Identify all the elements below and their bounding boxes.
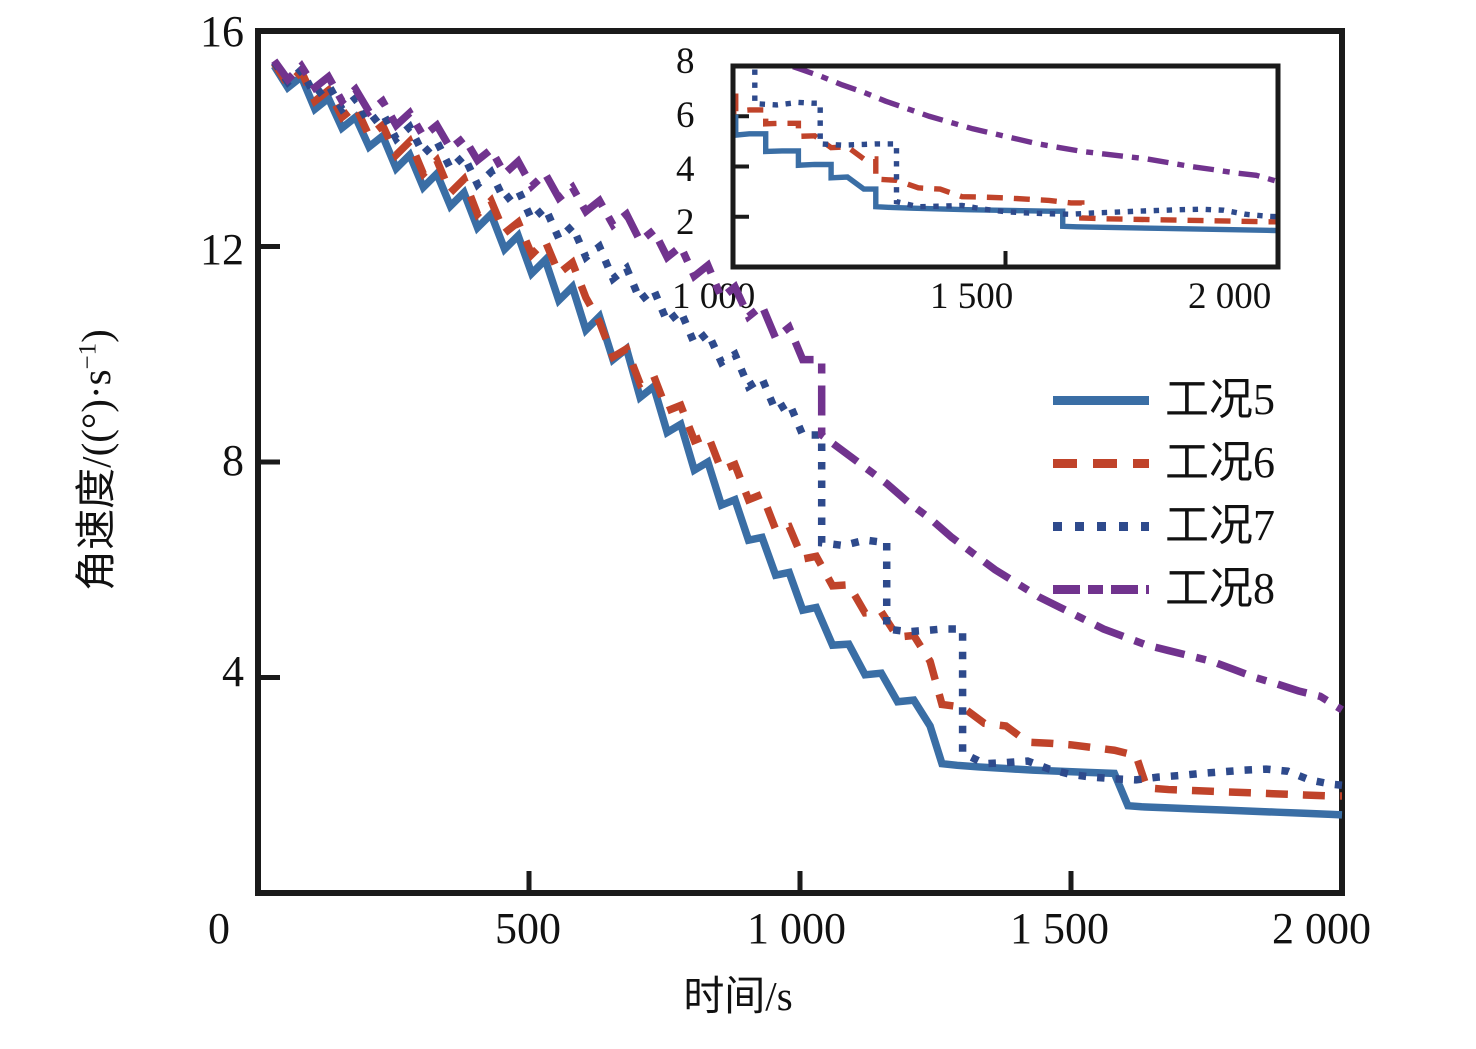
y-tick-8: 8 — [222, 436, 244, 485]
inset-axes-frame — [730, 63, 1281, 270]
inset-y-tick-2: 2 — [676, 202, 695, 243]
legend-entry-3[interactable]: 工况8 — [1053, 561, 1353, 624]
legend-label-2: 工况7 — [1165, 501, 1275, 550]
legend-entry-1[interactable]: 工况6 — [1053, 435, 1353, 498]
legend-entry-0[interactable]: 工况5 — [1053, 372, 1353, 435]
inset-series-group — [735, 68, 1276, 234]
series-line-7 — [271, 60, 1343, 789]
series-line-8 — [271, 58, 1344, 714]
series-line-6 — [271, 61, 1342, 800]
x-tick-1000: 1 000 — [747, 904, 846, 953]
legend-swatch-3 — [1053, 585, 1149, 594]
inset-x-tick-2000: 2 000 — [1188, 276, 1272, 317]
x-tick-1500: 1 500 — [1010, 904, 1109, 953]
y-tick-4: 4 — [222, 647, 244, 696]
inset-y-tick-8: 8 — [676, 41, 695, 82]
legend-swatch-1 — [1053, 459, 1149, 468]
main-series-group — [271, 58, 1344, 819]
legend-entry-2[interactable]: 工况7 — [1053, 498, 1353, 561]
x-tick-2000: 2 000 — [1272, 904, 1371, 953]
legend-label-3: 工况8 — [1165, 564, 1275, 613]
main-axes-frame — [255, 28, 1345, 896]
legend-swatch-0 — [1053, 396, 1149, 405]
legend: 工况5 工况6 工况7 工况8 — [1053, 372, 1353, 624]
y-tick-16: 16 — [200, 7, 244, 56]
legend-label-1: 工况6 — [1165, 438, 1275, 487]
inset-y-tick-4: 4 — [676, 149, 695, 190]
x-tick-500: 500 — [495, 904, 561, 953]
inset-series-line-6 — [735, 93, 1276, 225]
y-tick-12: 12 — [200, 225, 244, 274]
x-tick-0: 0 — [208, 904, 230, 953]
legend-swatch-2 — [1053, 522, 1149, 531]
series-line-5 — [271, 64, 1343, 819]
inset-y-tick-6: 6 — [676, 95, 695, 136]
legend-label-0: 工况5 — [1165, 375, 1275, 424]
x-axis-label: 时间/s — [0, 962, 1476, 1022]
inset-series-line-7 — [752, 68, 1276, 220]
x-axis-label-text: 时间/s — [683, 973, 793, 1019]
inset-series-line-5 — [735, 114, 1276, 234]
inset-x-tick-1500: 1 500 — [930, 276, 1014, 317]
